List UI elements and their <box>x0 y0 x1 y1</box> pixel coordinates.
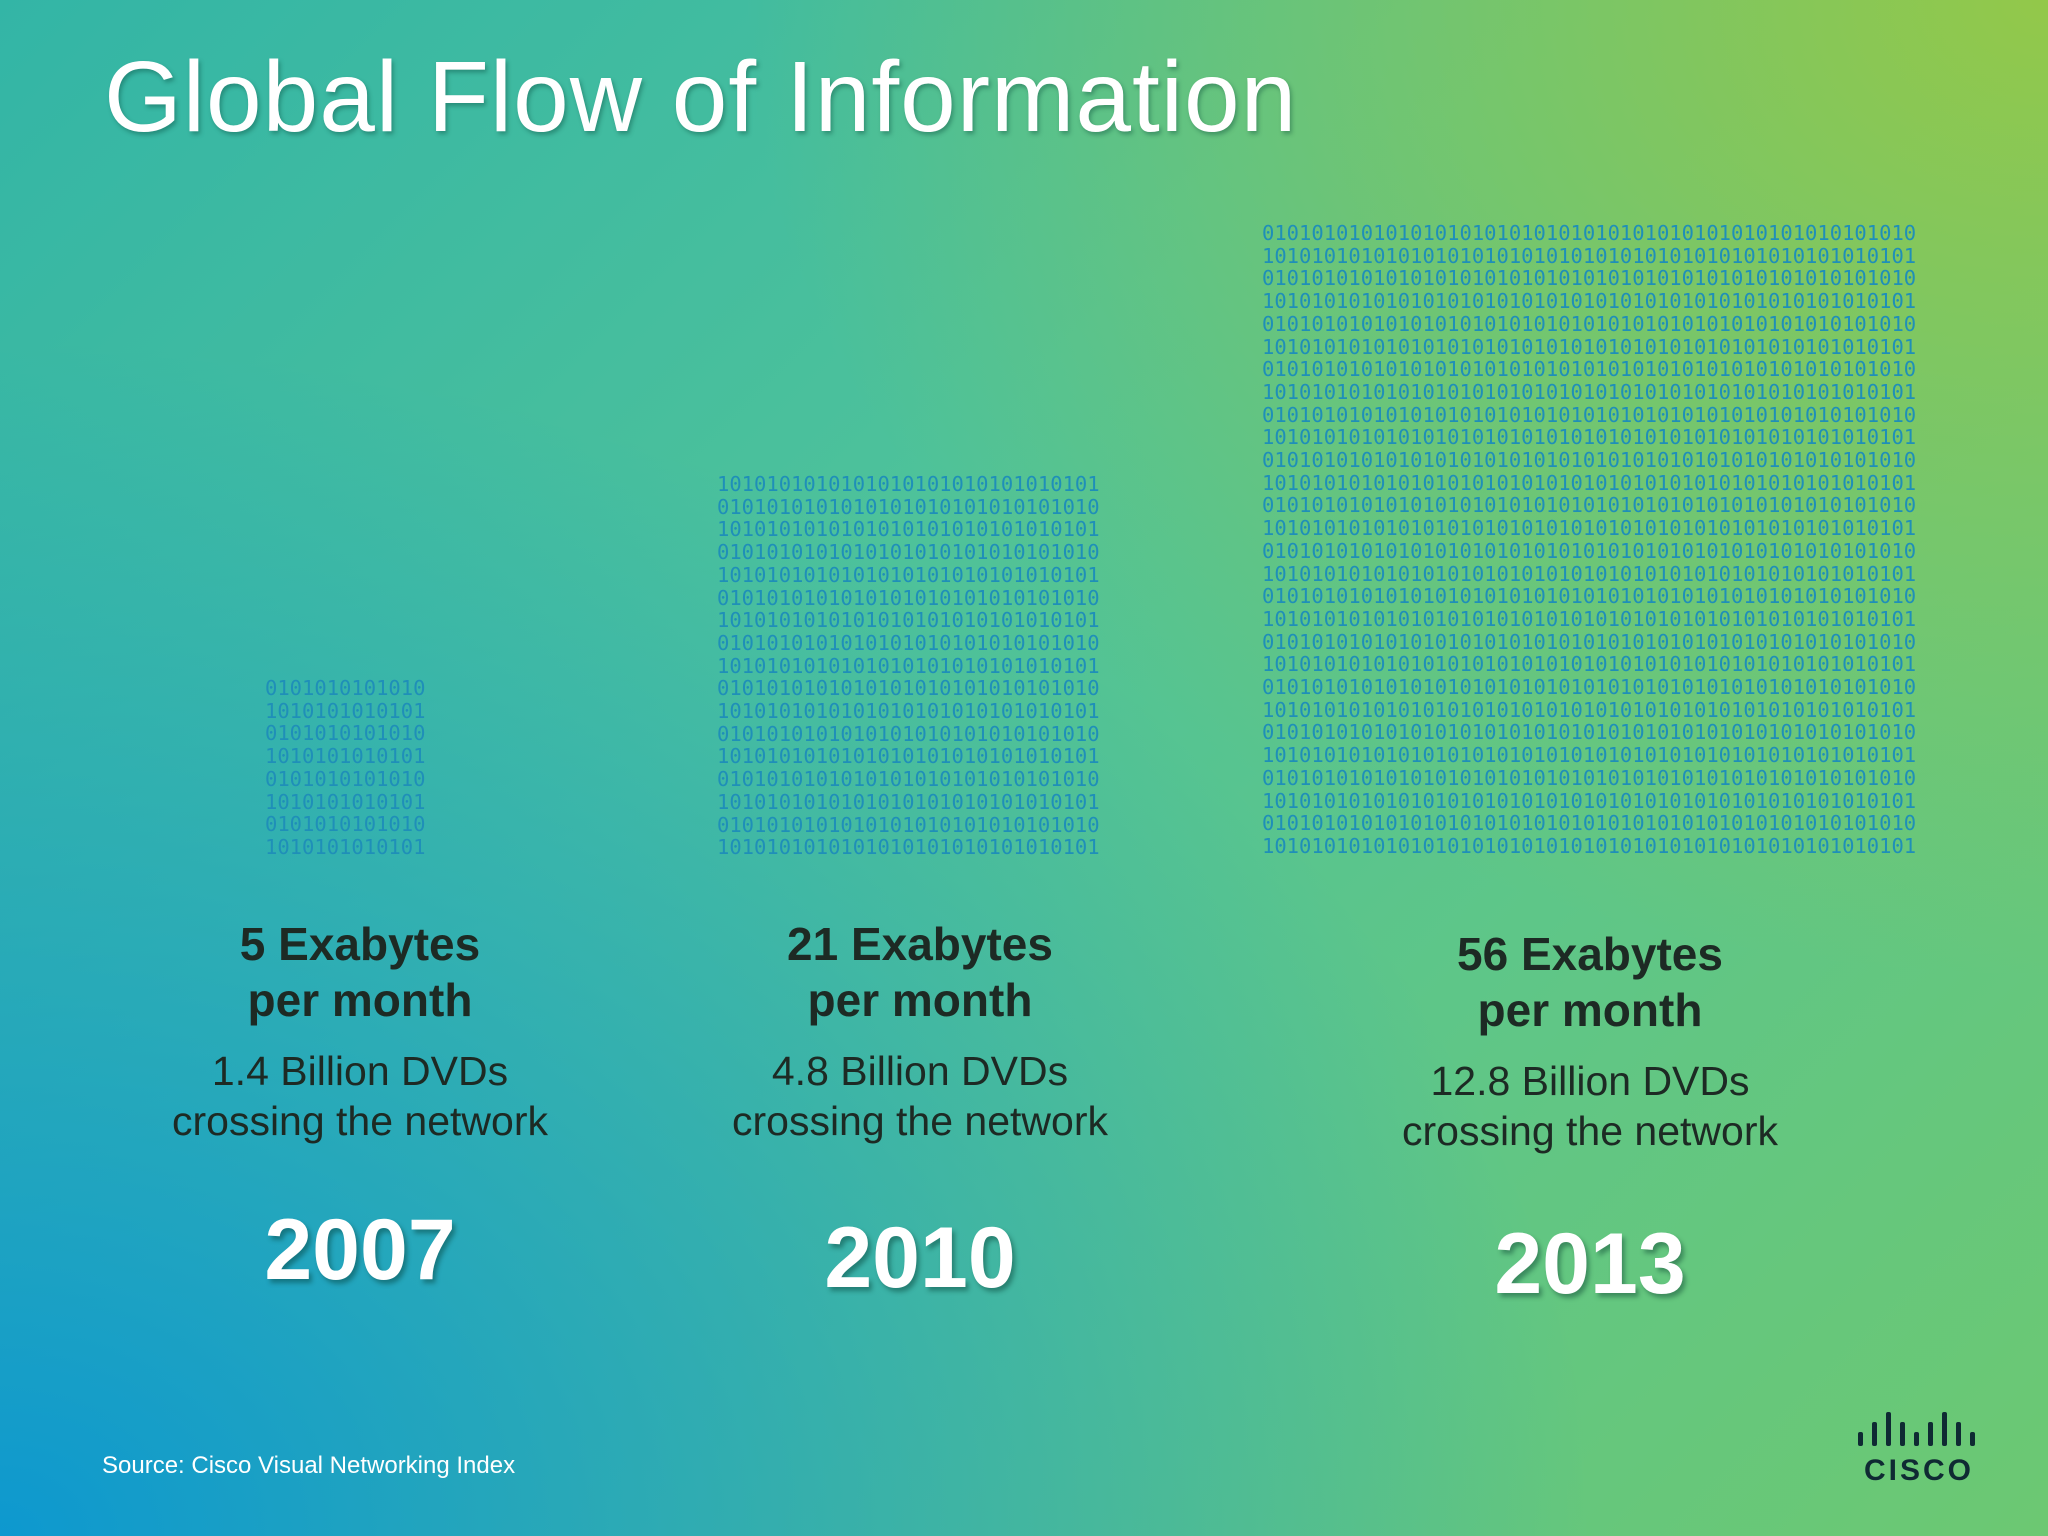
volume-label: 21 Exabytes <box>787 918 1053 970</box>
slide-title: Global Flow of Information <box>104 41 1298 153</box>
dvd-count-value: 4.8 Billion DVDs <box>771 1048 1069 1094</box>
dvd-count: 4.8 Billion DVDs crossing the network <box>660 1046 1180 1146</box>
cisco-wordmark: CISCO <box>1864 1454 1975 1487</box>
column-2013: 56 Exabytes per month 12.8 Billion DVDs … <box>1330 926 1850 1314</box>
cisco-logo: CISCO <box>1850 1410 1990 1490</box>
binary-block-2013: 0101010101010101010101010101010101010101… <box>1262 221 1917 858</box>
dvd-count-value: 12.8 Billion DVDs <box>1430 1058 1750 1104</box>
volume-unit: per month <box>1477 984 1703 1036</box>
dvd-count-value: 1.4 Billion DVDs <box>211 1048 509 1094</box>
volume-unit: per month <box>807 974 1033 1026</box>
dvd-count: 12.8 Billion DVDs crossing the network <box>1330 1056 1850 1156</box>
volume-label: 56 Exabytes <box>1457 928 1723 980</box>
dvd-count-note: crossing the network <box>1401 1108 1778 1154</box>
binary-block-2010: 1010101010101010101010101010101 01010101… <box>717 472 1100 860</box>
year-label: 2010 <box>824 1210 1016 1306</box>
column-2010: 21 Exabytes per month 4.8 Billion DVDs c… <box>660 916 1180 1308</box>
dvd-count-note: crossing the network <box>731 1098 1108 1144</box>
source-note: Source: Cisco Visual Networking Index <box>102 1452 516 1479</box>
binary-block-2007: 0101010101010 1010101010101 010101010101… <box>265 676 426 859</box>
column-2007: 5 Exabytes per month 1.4 Billion DVDs cr… <box>100 916 620 1300</box>
dvd-count: 1.4 Billion DVDs crossing the network <box>100 1046 620 1146</box>
volume-label: 5 Exabytes <box>239 918 481 970</box>
year-label: 2013 <box>1494 1216 1686 1312</box>
volume-unit: per month <box>247 974 473 1026</box>
dvd-count-note: crossing the network <box>171 1098 548 1144</box>
year-label: 2007 <box>264 1202 456 1298</box>
